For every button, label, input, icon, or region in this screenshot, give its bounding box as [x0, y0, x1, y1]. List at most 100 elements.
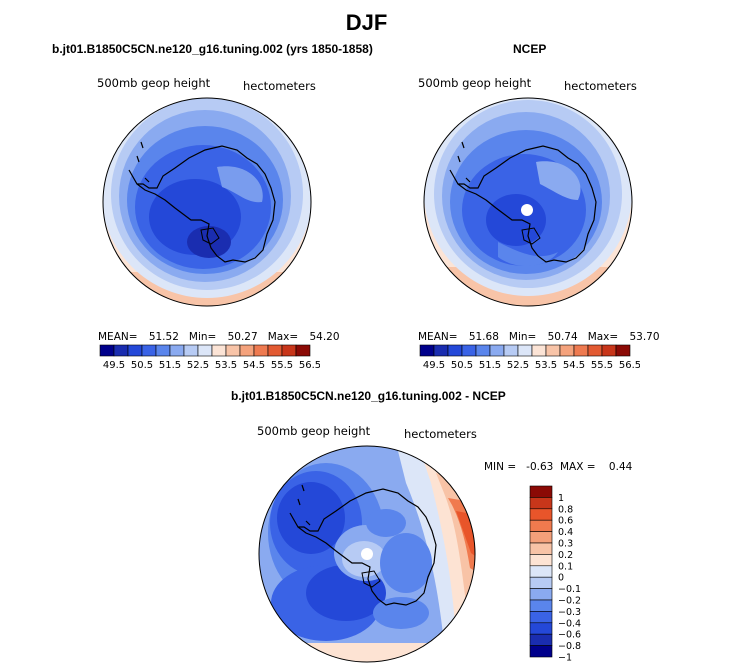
- colorbar-tick-label: 0.1: [558, 561, 573, 572]
- colorbar-swatch: [169, 344, 185, 357]
- colorbar-swatch: [559, 344, 575, 357]
- colorbar-tick-label: 52.5: [507, 360, 529, 371]
- colorbar-swatch: [573, 344, 589, 357]
- colorbar-swatch: [531, 344, 547, 357]
- colorbar-tick-label: −0.6: [558, 630, 581, 641]
- panel1-polar-map: [102, 97, 312, 307]
- colorbar-tick-label: 0.2: [558, 550, 573, 561]
- diff-subtitle: b.jt01.B1850C5CN.ne120_g16.tuning.002 - …: [231, 389, 506, 403]
- colorbar-tick-label: 53.5: [535, 360, 557, 371]
- colorbar-swatch: [433, 344, 449, 357]
- colorbar-tick-label: 0.4: [558, 527, 573, 538]
- colorbar-tick-label: 54.5: [563, 360, 585, 371]
- colorbar-tick-label: 1: [558, 493, 564, 504]
- colorbar-tick-label: −1: [558, 653, 572, 664]
- colorbar-swatch: [281, 344, 297, 357]
- colorbar-swatch: [529, 645, 553, 658]
- colorbar-swatch: [239, 344, 255, 357]
- colorbar-swatch: [529, 599, 553, 612]
- colorbar-swatch: [113, 344, 129, 357]
- panel2-polar-map: [423, 97, 633, 307]
- colorbar-tick-label: 51.5: [159, 360, 181, 371]
- colorbar-swatch: [461, 344, 477, 357]
- colorbar-swatch: [253, 344, 269, 357]
- colorbar-swatch: [295, 344, 311, 357]
- panel2-colorbar: 49.5 50.5 51.5 52.5 53.5 54.5 55.5 56.5: [419, 344, 640, 371]
- colorbar-swatch: [529, 508, 553, 521]
- colorbar-swatch: [489, 344, 505, 357]
- colorbar-swatch: [447, 344, 463, 357]
- panel2-coastline: [449, 145, 597, 263]
- colorbar-tick-label: 50.5: [451, 360, 473, 371]
- colorbar-swatch: [529, 497, 553, 510]
- diff-stats: MIN = -0.63 MAX = 0.44: [484, 461, 633, 473]
- colorbar-tick-label: 0.6: [558, 516, 573, 527]
- colorbar-swatch: [503, 344, 519, 357]
- colorbar-swatch: [529, 519, 553, 532]
- colorbar-swatch: [587, 344, 603, 357]
- colorbar-swatch: [545, 344, 561, 357]
- colorbar-swatch: [529, 633, 553, 646]
- panel1-subtitle: b.jt01.B1850C5CN.ne120_g16.tuning.002 (y…: [52, 42, 373, 56]
- colorbar-swatch: [267, 344, 283, 357]
- panel2-variable-label: 500mb geop height: [418, 76, 532, 90]
- colorbar-swatch: [529, 588, 553, 601]
- panel1-variable-label: 500mb geop height: [97, 76, 211, 90]
- colorbar-tick-label: 56.5: [299, 360, 320, 371]
- colorbar-swatch: [141, 344, 157, 357]
- colorbar-swatch: [155, 344, 171, 357]
- colorbar-tick-label: 55.5: [271, 360, 293, 371]
- panel2-subtitle: NCEP: [513, 42, 547, 56]
- colorbar-swatch: [615, 344, 631, 357]
- colorbar-tick-label: −0.2: [558, 596, 581, 607]
- colorbar-swatch: [601, 344, 617, 357]
- panel1-units-label: hectometers: [243, 79, 316, 93]
- colorbar-tick-label: −0.4: [558, 618, 581, 629]
- panel2-stats: MEAN= 51.68 Min= 50.74 Max= 53.70: [418, 331, 660, 343]
- diff-units-label: hectometers: [404, 427, 477, 441]
- colorbar-tick-label: −0.1: [558, 584, 581, 595]
- colorbar-swatch: [183, 344, 199, 357]
- colorbar-swatch: [99, 344, 115, 357]
- colorbar-tick-label: 49.5: [423, 360, 445, 371]
- colorbar-tick-label: 54.5: [243, 360, 265, 371]
- diff-variable-label: 500mb geop height: [257, 424, 371, 438]
- colorbar-swatch: [529, 485, 553, 498]
- diff-pole-mask: [361, 548, 373, 560]
- colorbar-tick-label: −0.8: [558, 641, 581, 652]
- colorbar-tick-label: 0.8: [558, 504, 573, 515]
- colorbar-tick-label: 51.5: [479, 360, 501, 371]
- colorbar-tick-label: 56.5: [619, 360, 640, 371]
- diff-colorbar: 10.80.60.40.30.20.10−0.1−0.2−0.3−0.4−0.6…: [529, 485, 581, 664]
- colorbar-swatch: [529, 531, 553, 544]
- colorbar-tick-label: −0.3: [558, 607, 581, 618]
- colorbar-swatch: [529, 576, 553, 589]
- colorbar-tick-label: 50.5: [131, 360, 153, 371]
- colorbar-swatch: [529, 554, 553, 567]
- panel2-pole-mask: [521, 204, 533, 216]
- colorbar-swatch: [225, 344, 241, 357]
- colorbar-tick-label: 55.5: [591, 360, 613, 371]
- panel1-colorbar: 49.5 50.5 51.5 52.5 53.5 54.5 55.5 56.5: [99, 344, 320, 371]
- diff-polar-map: [258, 445, 476, 663]
- colorbar-swatch: [529, 611, 553, 624]
- panel1-stats: MEAN= 51.52 Min= 50.27 Max= 54.20: [98, 331, 340, 343]
- colorbar-tick-label: 0.3: [558, 539, 573, 550]
- panel2-units-label: hectometers: [564, 79, 637, 93]
- colorbar-swatch: [517, 344, 533, 357]
- colorbar-swatch: [211, 344, 227, 357]
- colorbar-swatch: [529, 542, 553, 555]
- colorbar-swatch: [475, 344, 491, 357]
- colorbar-swatch: [419, 344, 435, 357]
- panel1-coastline: [128, 145, 276, 263]
- colorbar-tick-label: 53.5: [215, 360, 237, 371]
- colorbar-tick-label: 0: [558, 573, 564, 584]
- colorbar-swatch: [529, 622, 553, 635]
- colorbar-swatch: [529, 565, 553, 578]
- diff-coastline: [289, 488, 437, 606]
- colorbar-tick-label: 49.5: [103, 360, 125, 371]
- colorbar-swatch: [197, 344, 213, 357]
- page-title: DJF: [345, 10, 388, 35]
- colorbar-tick-label: 52.5: [187, 360, 209, 371]
- colorbar-swatch: [127, 344, 143, 357]
